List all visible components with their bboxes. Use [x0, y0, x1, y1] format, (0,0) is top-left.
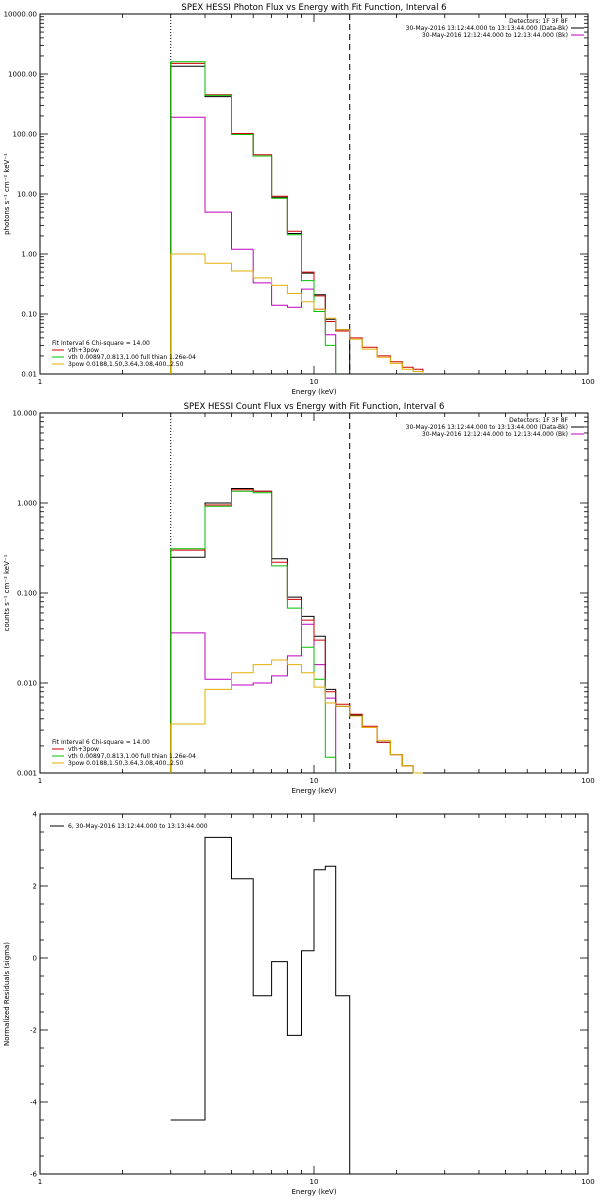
chart-title: SPEX HESSI Count Flux vs Energy with Fit…: [184, 402, 445, 412]
y-tick-label: 1000.00: [8, 71, 37, 79]
series-line-5: [170, 253, 424, 374]
x-tick-label: 100: [581, 1178, 594, 1186]
plot-frame: [39, 813, 589, 1175]
legend-entry-label: 30-May-2016 12:12:44.000 to 12:13:44.000…: [422, 431, 568, 438]
legend-entry-label: 30-May-2016 13:12:44.000 to 13:13:44.000…: [406, 424, 568, 431]
y-tick-label: -2: [30, 1027, 37, 1035]
legend-entry-label: 3pow 0.0188,1.50,3.64,3.08,400.,2.50: [68, 760, 184, 767]
x-tick-label: 100: [581, 777, 594, 785]
legend-header: Fit Interval 6 Chi-square = 14.00: [52, 340, 150, 347]
y-tick-label: 4: [33, 811, 38, 819]
y-tick-label: 0: [33, 955, 37, 963]
legend-entry-label: 6, 30-May-2016 13:12:44.000 to 13:13:44.…: [68, 823, 208, 830]
y-tick-label: 2: [33, 883, 37, 891]
chart-panel-1: SPEX HESSI Photon Flux vs Energy with Fi…: [3, 3, 595, 396]
x-axis-label: Energy (keV): [291, 1188, 336, 1196]
legend-entry-label: vth+3pow: [68, 746, 99, 753]
x-tick-label: 1: [38, 777, 42, 785]
series-line-4: [170, 61, 337, 374]
legend-header: Detectors: 1F 3F 8F: [509, 417, 568, 424]
x-tick-label: 10: [310, 777, 319, 785]
series-line-3: [170, 62, 424, 374]
x-tick-label: 10: [310, 378, 319, 386]
y-tick-label: 10.00: [17, 191, 37, 199]
x-tick-label: 1: [38, 1178, 42, 1186]
y-tick-label: 10000.00: [4, 11, 37, 19]
y-tick-label: -6: [30, 1171, 38, 1179]
legend-header: Detectors: 1F 3F 8F: [509, 18, 568, 25]
y-tick-label: -4: [30, 1099, 38, 1107]
y-tick-label: 0.010: [17, 680, 37, 688]
series-line-1: [170, 836, 351, 1174]
legend-entry-label: 30-May-2016 13:12:44.000 to 13:13:44.000…: [406, 25, 568, 32]
chart-panel-3: 1 10 100 Energy (keV) -6 -4 -2 0 2 4 Normalized Re…: [3, 811, 595, 1197]
x-axis-label: Energy (keV): [291, 388, 336, 396]
y-axis-label: counts s⁻¹ cm⁻² keV⁻¹: [3, 554, 11, 631]
legend-entry-label: vth 0.00897,0.813,1.00 full thian 1.26e-…: [68, 753, 196, 760]
plot-frame: [39, 13, 589, 375]
y-tick-label: 100.00: [13, 131, 38, 139]
x-tick-label: 1: [38, 378, 42, 386]
series-line-4: [170, 490, 337, 773]
y-tick-label: 1.00: [21, 251, 37, 259]
y-tick-label: 10.000: [13, 410, 38, 418]
y-tick-label: 0.01: [21, 371, 37, 379]
series-line-3: [170, 489, 423, 774]
y-tick-label: 0.001: [17, 770, 37, 778]
plot-frame: [39, 412, 589, 774]
series-line-2: [170, 623, 337, 773]
x-axis-label: Energy (keV): [291, 787, 336, 795]
legend-entry-label: 30-May-2016 12:12:44.000 to 12:13:44.000…: [422, 32, 568, 39]
series-line-1: [170, 65, 351, 374]
y-axis-label: Normalized Residuals (sigma): [3, 942, 11, 1046]
legend-header: Fit Interval 6 Chi-square = 14.00: [52, 739, 150, 746]
series-line-5: [170, 659, 423, 774]
x-tick-label: 10: [310, 1178, 319, 1186]
legend-entry-label: vth+3pow: [68, 347, 99, 354]
chart-title: SPEX HESSI Photon Flux vs Energy with Fi…: [181, 3, 446, 13]
y-tick-label: 0.100: [17, 590, 37, 598]
chart-panel-2: SPEX HESSI Count Flux vs Energy with Fit…: [3, 402, 595, 795]
legend-entry-label: 3pow 0.0188,1.50,3.64,3.08,400.,2.50: [68, 361, 184, 368]
y-tick-label: 0.10: [21, 311, 37, 319]
y-axis-label: photons s⁻¹ cm⁻² keV⁻¹: [3, 153, 11, 235]
legend-entry-label: vth 0.00897,0.813,1.00 full thian 1.26e-…: [68, 354, 196, 361]
y-tick-label: 1.000: [17, 500, 37, 508]
x-tick-label: 100: [581, 378, 594, 386]
